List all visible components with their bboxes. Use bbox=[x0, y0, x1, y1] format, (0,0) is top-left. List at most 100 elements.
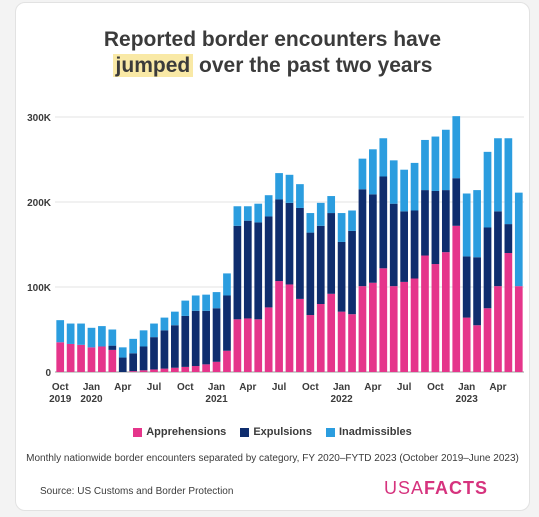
bar-apprehensions bbox=[202, 364, 210, 372]
bar-expulsions bbox=[202, 310, 210, 365]
bar-expulsions bbox=[191, 310, 200, 367]
bar-apprehensions bbox=[181, 366, 190, 372]
y-tick-label: 300K bbox=[27, 113, 52, 124]
bar-expulsions bbox=[223, 295, 231, 351]
bar-inadmissibles bbox=[98, 326, 106, 347]
bar-apprehensions bbox=[389, 286, 398, 372]
bar-apprehensions bbox=[400, 281, 408, 372]
bar-expulsions bbox=[275, 199, 283, 282]
x-tick-label: Apr bbox=[114, 382, 131, 393]
usafacts-logo: USAFACTS bbox=[384, 478, 488, 499]
bar-apprehensions bbox=[191, 366, 200, 372]
bar-inadmissibles bbox=[400, 169, 408, 212]
bar-inadmissibles bbox=[494, 138, 502, 212]
bar-inadmissibles bbox=[87, 327, 96, 348]
bar-apprehensions bbox=[264, 307, 273, 372]
x-tick-label: 2023 bbox=[456, 394, 479, 405]
bar-inadmissibles bbox=[306, 213, 315, 233]
bar-inadmissibles bbox=[223, 273, 231, 296]
bar-apprehensions bbox=[150, 369, 158, 372]
bar-apprehensions bbox=[327, 293, 336, 372]
logo-bold-text: FACTS bbox=[424, 478, 489, 498]
legend-item-expulsions: Expulsions bbox=[240, 426, 312, 438]
bar-expulsions bbox=[233, 225, 242, 320]
bar-inadmissibles bbox=[316, 202, 325, 226]
legend-swatch-expulsions bbox=[240, 427, 250, 437]
bar-apprehensions bbox=[285, 284, 294, 372]
bar-inadmissibles bbox=[369, 149, 377, 195]
bar-inadmissibles bbox=[462, 193, 471, 257]
x-tick-label: Oct bbox=[177, 382, 194, 393]
bar-expulsions bbox=[441, 190, 450, 253]
bar-expulsions bbox=[462, 256, 471, 318]
bar-apprehensions bbox=[306, 315, 315, 372]
bar-expulsions bbox=[285, 202, 294, 285]
x-tick-label: Oct bbox=[52, 382, 69, 393]
x-tick-label: Apr bbox=[239, 382, 256, 393]
bar-expulsions bbox=[337, 241, 346, 312]
source-note: Source: US Customs and Border Protection bbox=[40, 486, 234, 497]
bar-inadmissibles bbox=[202, 294, 210, 311]
bar-expulsions bbox=[483, 227, 492, 309]
bar-inadmissibles bbox=[441, 129, 450, 191]
x-tick-label: 2021 bbox=[205, 394, 228, 405]
chart-title: Reported border encounters have jumped o… bbox=[16, 27, 529, 79]
bar-apprehensions bbox=[296, 298, 304, 372]
bar-inadmissibles bbox=[150, 323, 158, 338]
x-tick-label: Oct bbox=[427, 382, 444, 393]
x-tick-label: Jul bbox=[147, 382, 162, 393]
bar-apprehensions bbox=[171, 367, 179, 372]
bar-inadmissibles bbox=[56, 320, 65, 343]
bar-inadmissibles bbox=[473, 190, 481, 258]
bar-expulsions bbox=[358, 189, 367, 287]
bar-apprehensions bbox=[98, 346, 106, 372]
bar-expulsions bbox=[150, 337, 158, 370]
bar-apprehensions bbox=[514, 286, 523, 372]
bar-expulsions bbox=[254, 222, 263, 320]
bar-apprehensions bbox=[223, 350, 231, 372]
bar-inadmissibles bbox=[118, 347, 127, 358]
x-tick-label: 2022 bbox=[330, 394, 353, 405]
x-tick-label: Apr bbox=[489, 382, 506, 393]
bar-inadmissibles bbox=[348, 210, 356, 231]
y-tick-label: 0 bbox=[45, 368, 51, 379]
bar-expulsions bbox=[327, 213, 336, 294]
bar-inadmissibles bbox=[358, 158, 367, 190]
bar-inadmissibles bbox=[410, 162, 419, 211]
title-line-2-rest: over the past two years bbox=[193, 54, 433, 77]
legend-label-apprehensions: Apprehensions bbox=[146, 426, 227, 438]
bar-expulsions bbox=[296, 207, 304, 299]
x-tick-label: 2019 bbox=[49, 394, 72, 405]
bar-expulsions bbox=[473, 257, 481, 326]
bar-expulsions bbox=[494, 211, 502, 287]
chart-subtitle: Monthly nationwide border encounters sep… bbox=[26, 453, 519, 464]
bar-expulsions bbox=[306, 232, 315, 316]
bar-apprehensions bbox=[348, 314, 356, 372]
bar-apprehensions bbox=[66, 343, 75, 372]
bar-apprehensions bbox=[243, 318, 252, 372]
x-tick-label: Jan bbox=[83, 382, 100, 393]
bar-expulsions bbox=[212, 308, 221, 362]
bar-inadmissibles bbox=[77, 323, 85, 345]
bar-expulsions bbox=[316, 225, 325, 304]
x-tick-label: Oct bbox=[302, 382, 319, 393]
bar-apprehensions bbox=[77, 344, 85, 372]
bar-inadmissibles bbox=[327, 196, 336, 214]
x-tick-label: Jan bbox=[208, 382, 225, 393]
bar-expulsions bbox=[348, 230, 356, 315]
bar-expulsions bbox=[400, 211, 408, 282]
bar-inadmissibles bbox=[129, 338, 138, 354]
bar-expulsions bbox=[431, 190, 440, 265]
bar-expulsions bbox=[264, 216, 273, 308]
bar-apprehensions bbox=[369, 282, 377, 372]
bar-inadmissibles bbox=[212, 292, 221, 309]
bar-inadmissibles bbox=[254, 203, 263, 223]
x-tick-label: Jul bbox=[272, 382, 287, 393]
bar-apprehensions bbox=[431, 264, 440, 372]
bar-inadmissibles bbox=[389, 160, 398, 204]
bar-apprehensions bbox=[108, 349, 117, 372]
bar-apprehensions bbox=[233, 319, 242, 372]
legend-item-apprehensions: Apprehensions bbox=[133, 426, 226, 438]
bar-apprehensions bbox=[410, 278, 419, 372]
